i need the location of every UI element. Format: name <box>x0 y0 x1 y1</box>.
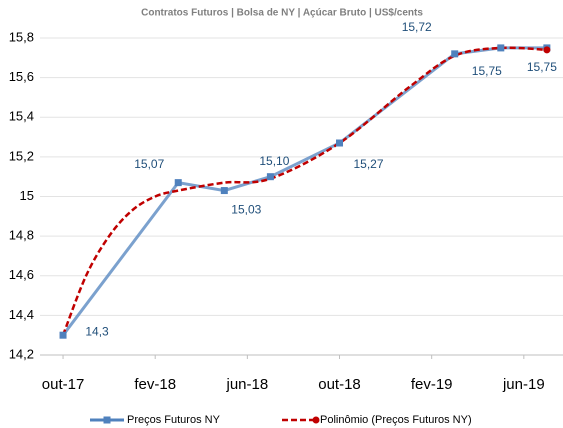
legend-label: Polinômio (Preços Futuros NY) <box>320 414 472 426</box>
point-marker <box>174 179 182 187</box>
chart-subtitle: Contratos Futuros | Bolsa de NY | Açúcar… <box>141 8 423 19</box>
point-marker <box>220 187 228 195</box>
x-tick-label: out-18 <box>318 376 361 393</box>
data-label: 14,3 <box>85 324 109 338</box>
point-marker <box>266 173 274 181</box>
data-label: 15,10 <box>259 154 289 168</box>
data-label: 15,75 <box>527 60 557 74</box>
data-label: 15,72 <box>402 20 432 34</box>
legend-marker <box>103 416 111 424</box>
trend-end-marker <box>543 46 551 54</box>
y-tick-label: 14,4 <box>9 307 34 322</box>
x-tick-label: jun-19 <box>502 376 545 393</box>
data-label: 15,03 <box>231 203 261 217</box>
data-label: 15,27 <box>353 157 383 171</box>
y-tick-label: 15 <box>20 188 34 203</box>
data-label: 15,75 <box>472 64 502 78</box>
y-tick-label: 14,8 <box>9 228 34 243</box>
x-tick-label: fev-19 <box>411 376 453 393</box>
data-label: 15,07 <box>134 157 164 171</box>
y-tick-label: 14,2 <box>9 346 34 361</box>
y-tick-label: 15,8 <box>9 29 34 44</box>
legend-marker <box>312 416 320 424</box>
point-marker <box>451 50 459 58</box>
y-tick-label: 14,6 <box>9 267 34 282</box>
y-tick-label: 15,6 <box>9 69 34 84</box>
series-line <box>61 46 547 337</box>
point-marker <box>336 139 344 147</box>
y-tick-label: 15,4 <box>9 109 34 124</box>
x-tick-label: out-17 <box>42 376 85 393</box>
x-tick-label: fev-18 <box>134 376 176 393</box>
point-marker <box>59 331 67 339</box>
y-tick-label: 15,2 <box>9 148 34 163</box>
trend-line <box>61 46 547 336</box>
x-tick-label: jun-18 <box>226 376 269 393</box>
legend-label: Preços Futuros NY <box>127 414 221 426</box>
point-marker <box>497 44 505 52</box>
